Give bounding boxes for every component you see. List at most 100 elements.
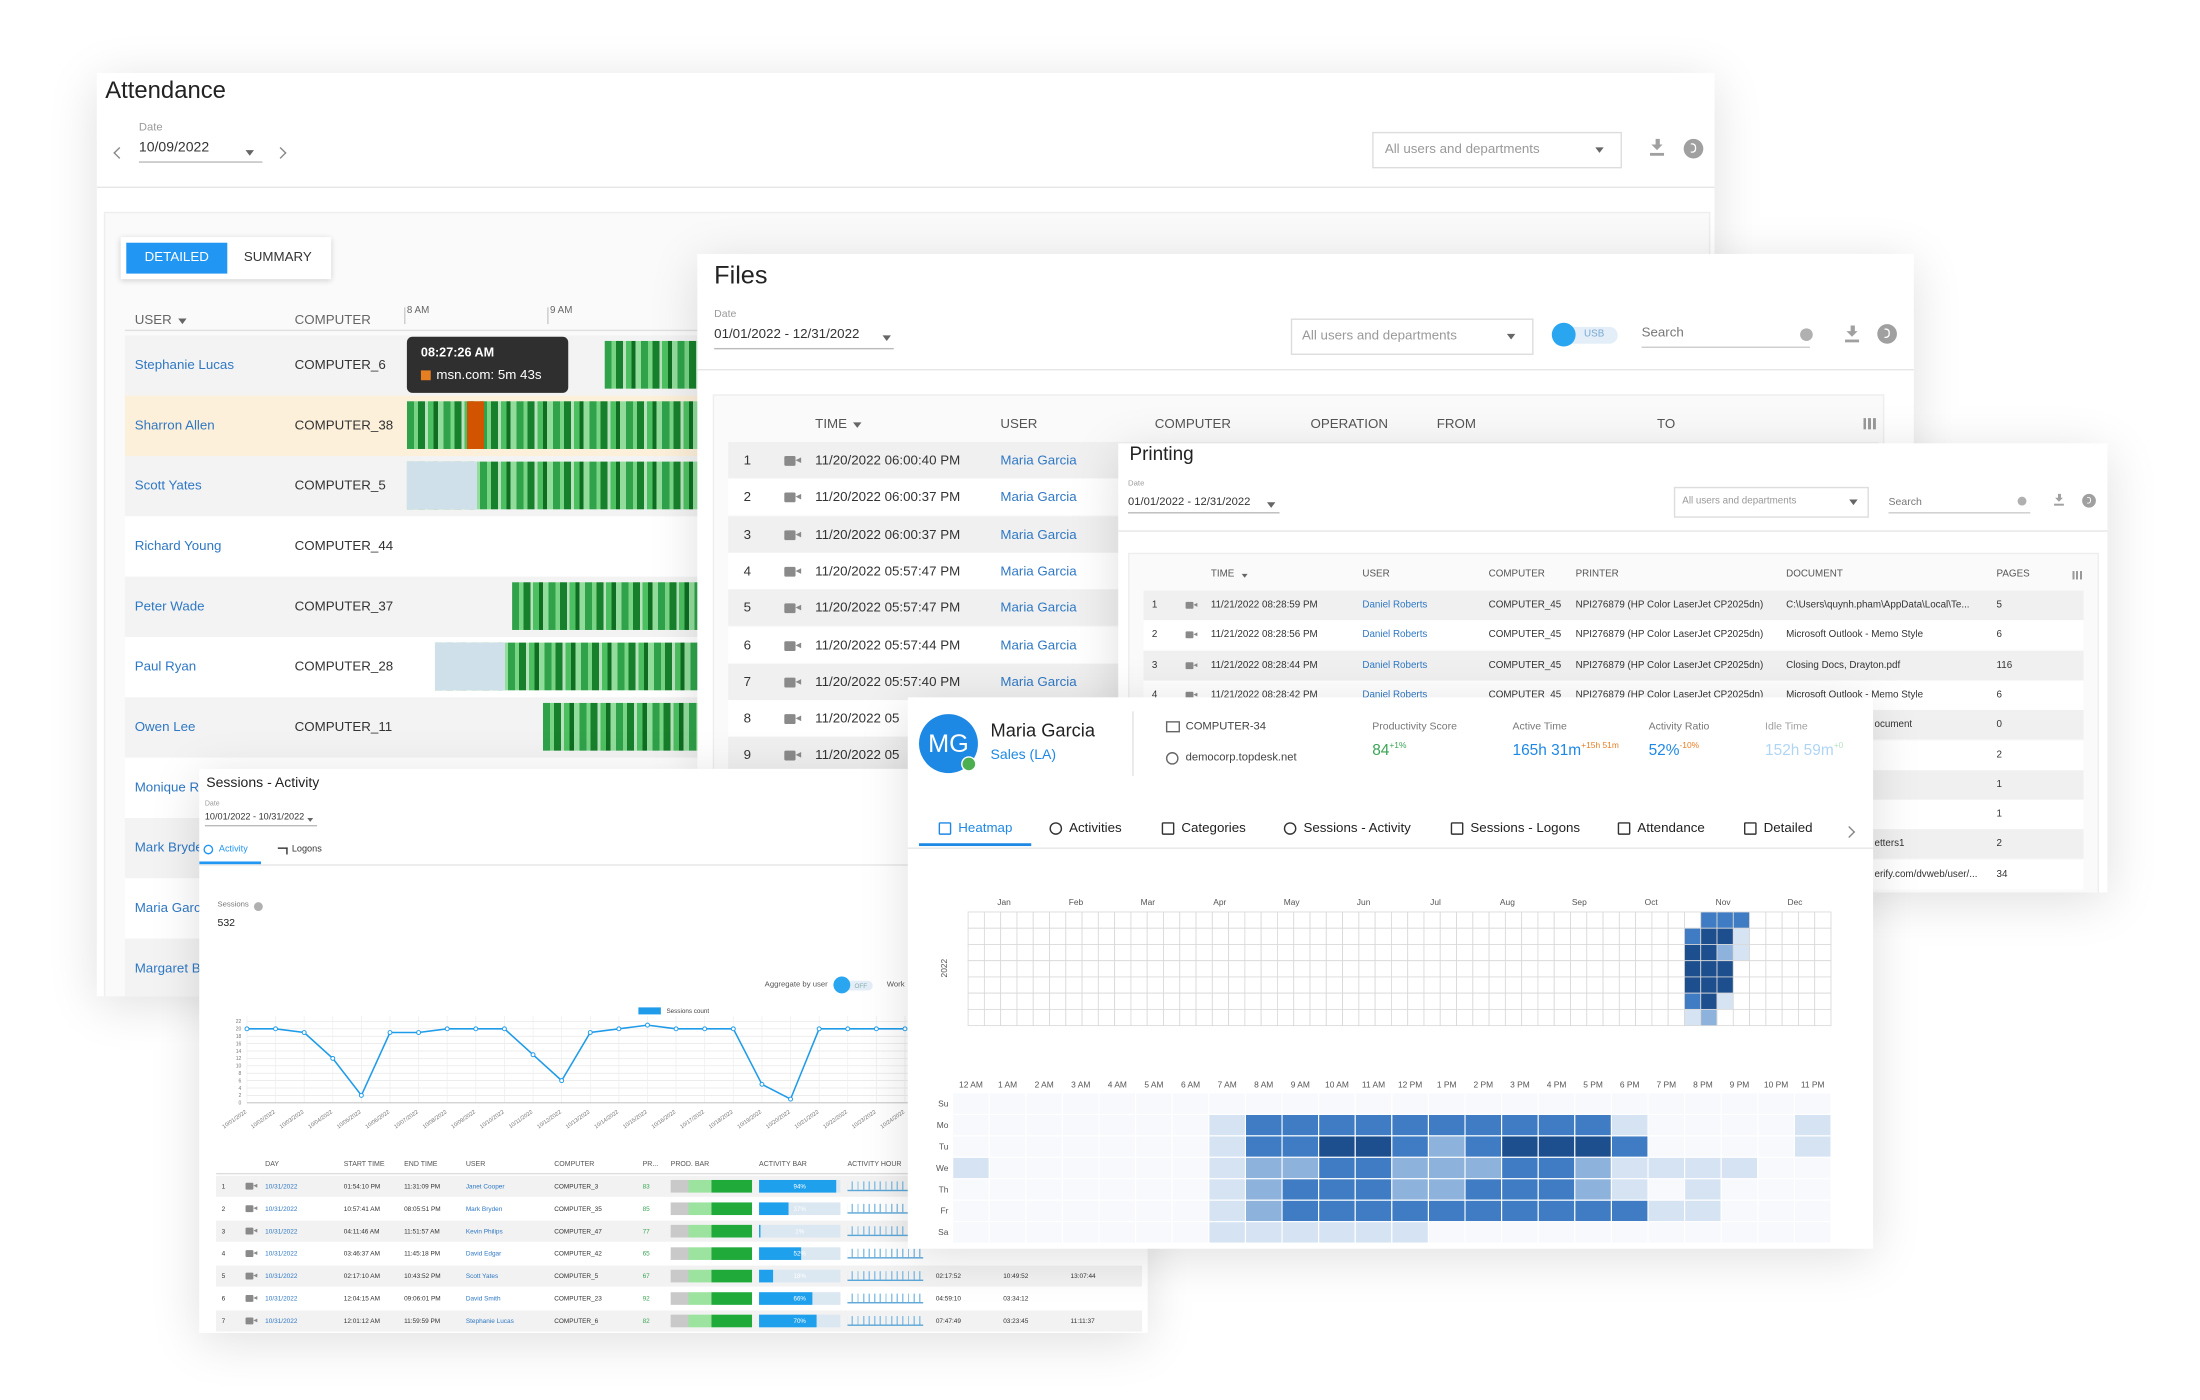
camera-icon[interactable] [784, 566, 802, 577]
next-arrow[interactable] [274, 146, 287, 159]
tab[interactable]: Sessions - Activity [1303, 820, 1411, 837]
camera-icon[interactable] [1185, 601, 1198, 609]
download-icon[interactable] [2054, 493, 2064, 506]
user-link[interactable]: Margaret B [134, 961, 201, 977]
user-link[interactable]: Stephanie Lucas [465, 1317, 514, 1325]
help-icon[interactable] [2082, 493, 2096, 508]
user-link[interactable]: David Edgar [465, 1250, 502, 1258]
camera-icon[interactable] [245, 1272, 258, 1280]
column-header[interactable]: USER [134, 312, 172, 329]
camera-icon[interactable] [1185, 631, 1198, 639]
user-link[interactable]: Maria Garcia [1000, 674, 1077, 691]
camera-icon[interactable] [245, 1250, 258, 1258]
user-link[interactable]: Stephanie Lucas [134, 357, 235, 374]
date-picker[interactable]: 01/01/2022 - 12/31/2022 [714, 327, 894, 350]
x-tick-label: 10/06/2022 [365, 1109, 391, 1130]
camera-icon[interactable] [784, 529, 802, 540]
user-link[interactable]: Owen Lee [134, 719, 196, 736]
tab[interactable]: Activities [1069, 820, 1122, 837]
download-icon[interactable] [1649, 138, 1665, 156]
user-link[interactable]: Maria Garc [134, 900, 201, 917]
camera-icon[interactable] [245, 1227, 258, 1235]
tab[interactable]: Categories [1181, 820, 1246, 837]
search-input[interactable]: Search [1888, 495, 2031, 514]
day-link[interactable]: 10/31/2022 [265, 1205, 298, 1213]
user-link[interactable]: Janet Cooper [465, 1182, 505, 1190]
filter-select[interactable]: All users and departments [1673, 486, 1869, 518]
camera-icon[interactable] [784, 492, 802, 503]
day-link[interactable]: 10/31/2022 [265, 1317, 298, 1325]
tab[interactable]: Detailed [1763, 820, 1813, 837]
user-link[interactable]: Daniel Roberts [1362, 690, 1428, 700]
camera-icon[interactable] [784, 714, 802, 725]
tab[interactable]: Logons [291, 844, 322, 855]
help-icon[interactable] [1877, 324, 1897, 344]
column-header[interactable]: DAY [265, 1160, 280, 1169]
column-header[interactable]: TIME [815, 416, 848, 433]
day-link[interactable]: 10/31/2022 [265, 1272, 298, 1280]
camera-icon[interactable] [245, 1295, 258, 1302]
camera-icon[interactable] [1185, 661, 1198, 669]
heat-cell [1171, 1113, 1210, 1137]
user-link[interactable]: Maria Garcia [1000, 526, 1077, 543]
user-link[interactable]: Daniel Roberts [1362, 600, 1428, 611]
columns-icon[interactable] [1863, 418, 1876, 430]
tab[interactable]: Heatmap [958, 820, 1013, 837]
column-header[interactable]: TIME [1210, 569, 1235, 580]
user-link[interactable]: Richard Young [134, 538, 222, 555]
department[interactable]: Sales (LA) [990, 747, 1057, 764]
user-link[interactable]: Peter Wade [134, 599, 205, 615]
prev-arrow[interactable] [113, 146, 126, 159]
day-link[interactable]: 10/31/2022 [265, 1295, 298, 1303]
camera-icon[interactable] [784, 751, 802, 762]
user-link[interactable]: Sharron Allen [134, 418, 215, 434]
camera-icon[interactable] [1185, 691, 1198, 699]
user-link[interactable]: Mark Bryden [465, 1205, 503, 1213]
user-link[interactable]: Maria Garcia [1000, 490, 1077, 506]
day-link[interactable]: 10/31/2022 [265, 1250, 298, 1258]
user-link[interactable]: Daniel Roberts [1362, 660, 1428, 671]
tab[interactable]: Attendance [1637, 820, 1705, 837]
search-input[interactable]: Search [1641, 326, 1810, 348]
tab[interactable]: Sessions - Logons [1470, 820, 1581, 837]
user-link[interactable]: Paul Ryan [134, 659, 197, 675]
user-link[interactable]: Scott Yates [134, 478, 202, 494]
toggle-track[interactable] [836, 980, 873, 991]
download-icon[interactable] [1845, 325, 1860, 343]
camera-icon[interactable] [245, 1182, 258, 1190]
productivity: 77 [642, 1227, 650, 1235]
heat-cell [967, 992, 985, 1010]
camera-icon[interactable] [784, 640, 802, 651]
user-link[interactable]: Monique Ri [134, 780, 203, 796]
camera-icon[interactable] [784, 677, 802, 688]
user-link[interactable]: Maria Garcia [1000, 637, 1077, 654]
heat-cell [1277, 960, 1295, 978]
columns-icon[interactable] [2072, 571, 2083, 580]
user-link[interactable]: Mark Bryde [134, 840, 203, 856]
day-link[interactable]: 10/31/2022 [265, 1182, 298, 1190]
date-picker[interactable]: 10/01/2022 - 10/31/2022 [204, 812, 318, 827]
day-link[interactable]: 10/31/2022 [265, 1227, 298, 1235]
user-link[interactable]: Kevin Philips [465, 1227, 503, 1235]
user-link[interactable]: Maria Garcia [1000, 563, 1077, 580]
tab[interactable]: DETAILED [126, 242, 228, 274]
date-picker[interactable]: 10/09/2022 [138, 140, 263, 163]
user-link[interactable]: Maria Garcia [1000, 453, 1077, 469]
heat-cell [1146, 1008, 1164, 1027]
camera-icon[interactable] [245, 1205, 258, 1213]
camera-icon[interactable] [784, 455, 802, 466]
filter-select[interactable]: All users and departments [1290, 318, 1534, 355]
tab[interactable]: SUMMARY [243, 249, 312, 266]
user-link[interactable]: Scott Yates [465, 1272, 499, 1280]
filter-select[interactable]: All users and departments [1372, 131, 1622, 169]
end-time: 11:59:59 PM [404, 1317, 441, 1325]
date-picker[interactable]: 01/01/2022 - 12/31/2022 [1128, 495, 1280, 514]
user-link[interactable]: Daniel Roberts [1362, 630, 1428, 641]
window-title: Printing [1129, 443, 1194, 465]
user-link[interactable]: Maria Garcia [1000, 600, 1077, 617]
camera-icon[interactable] [245, 1317, 258, 1325]
help-icon[interactable] [1683, 138, 1704, 159]
tab[interactable]: Activity [218, 844, 248, 855]
camera-icon[interactable] [784, 603, 802, 614]
user-link[interactable]: David Smith [465, 1295, 501, 1303]
